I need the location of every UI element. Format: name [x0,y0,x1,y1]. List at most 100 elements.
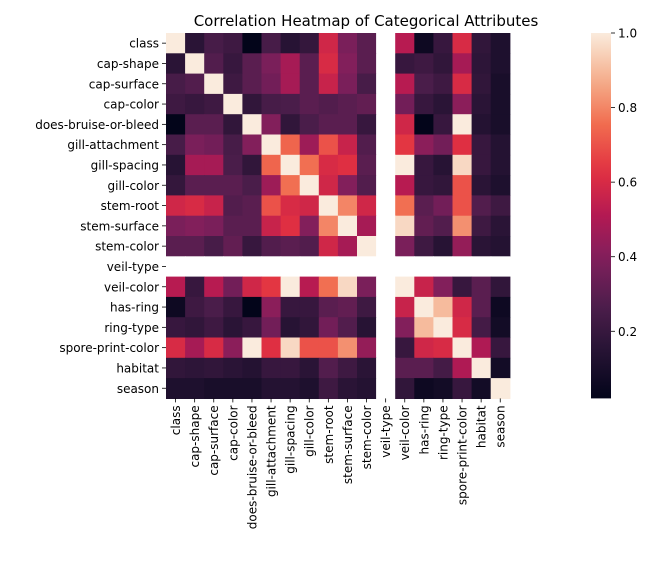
heatmap-cell-3-16 [471,93,492,115]
heatmap-cell-17-1 [185,378,205,399]
heatmap-cell-3-14 [433,93,454,115]
heatmap-cell-8-14 [433,195,454,217]
heatmap-cell-14-0 [166,317,186,339]
heatmap-cell-13-12 [395,296,415,318]
heatmap-cell-5-15 [452,134,473,156]
x-tick-label: veil-color [398,405,412,460]
heatmap-cell-15-13 [414,337,434,359]
heatmap-cell-13-2 [204,296,224,318]
heatmap-cell-15-8 [318,337,339,359]
heatmap-cell-2-7 [299,73,320,95]
colorbar-tick-label: 0.2 [618,325,637,339]
y-tick-label: gill-color [108,179,160,193]
heatmap-cell-12-11 [376,276,396,298]
heatmap-cell-13-14 [433,296,454,318]
heatmap-cell-17-6 [280,378,301,399]
heatmap-cell-2-10 [357,73,377,95]
heatmap-cell-13-7 [299,296,320,318]
heatmap-cell-4-12 [395,114,415,136]
heatmap-cell-1-1 [185,53,205,75]
heatmap-cell-14-9 [337,317,358,339]
heatmap-cell-15-3 [223,337,243,359]
heatmap-cell-15-1 [185,337,205,359]
y-tick-label: cap-shape [97,57,159,71]
y-tick-labels: class cap-shape cap-surface cap-color does-b… [35,37,166,396]
colorbar-tick-label: 0.4 [618,250,637,264]
heatmap-cell-9-3 [223,215,243,237]
heatmap-cell-17-14 [433,378,454,399]
heatmap-cell-9-7 [299,215,320,237]
heatmap-cell-13-4 [242,296,263,318]
heatmap-cell-15-7 [299,337,320,359]
heatmap-cell-16-9 [337,357,358,379]
heatmap-cell-9-11 [376,215,396,237]
heatmap-cell-1-12 [395,53,415,75]
heatmap-cell-5-7 [299,134,320,156]
heatmap-cell-11-9 [337,256,358,278]
x-tick-label: cap-color [226,405,240,461]
heatmap-cell-6-17 [490,154,511,176]
heatmap-cell-4-9 [337,114,358,136]
heatmap-cell-12-14 [433,276,454,298]
heatmap-cell-16-4 [242,357,263,379]
heatmap-cell-3-1 [185,93,205,115]
heatmap-cell-5-5 [261,134,282,156]
y-tick-label: habitat [116,361,159,375]
heatmap-cell-1-7 [299,53,320,75]
heatmap-cell-14-8 [318,317,339,339]
heatmap-cell-6-10 [357,154,377,176]
heatmap-cell-6-7 [299,154,320,176]
heatmap-cell-5-11 [376,134,396,156]
x-tick-label: habitat [475,405,489,448]
heatmap-cell-3-4 [242,93,263,115]
heatmap-cell-17-13 [414,378,434,399]
heatmap-cell-9-6 [280,215,301,237]
colorbar: 0.2 0.4 0.6 0.8 1.0 [591,27,637,399]
y-tick-label: season [117,382,159,396]
heatmap-cell-17-4 [242,378,263,399]
colorbar-tick-label: 1.0 [618,27,637,41]
heatmap-cell-8-17 [490,195,511,217]
heatmap-cell-4-7 [299,114,320,136]
x-tick-label: class [169,405,183,435]
heatmap-cell-9-8 [318,215,339,237]
heatmap-cell-8-8 [318,195,339,217]
heatmap-cell-14-15 [452,317,473,339]
heatmap-cell-7-13 [414,175,434,196]
heatmap-cell-6-5 [261,154,282,176]
heatmap-cell-7-2 [204,175,224,196]
heatmap-cell-9-2 [204,215,224,237]
heatmap-cell-1-17 [490,53,511,75]
heatmap-cell-3-0 [166,93,186,115]
y-tick-label: cap-color [104,98,160,112]
heatmap-cell-15-10 [357,337,377,359]
heatmap-cell-15-6 [280,337,301,359]
heatmap-cell-12-17 [490,276,511,298]
heatmap-cell-4-16 [471,114,492,136]
heatmap-cell-8-5 [261,195,282,217]
heatmap-cell-17-3 [223,378,243,399]
heatmap-cell-17-7 [299,378,320,399]
y-tick-label: gill-spacing [91,158,159,172]
heatmap-cell-17-9 [337,378,358,399]
heatmap-cell-14-13 [414,317,434,339]
heatmap-cell-11-3 [223,256,243,278]
heatmap-cell-16-2 [204,357,224,379]
heatmap-cell-5-3 [223,134,243,156]
heatmap-cell-3-10 [357,93,377,115]
heatmap-cell-4-3 [223,114,243,136]
heatmap-cell-9-17 [490,215,511,237]
heatmap-cell-13-15 [452,296,473,318]
heatmap-cell-1-14 [433,53,454,75]
heatmap-cell-4-4 [242,114,263,136]
heatmap-cell-0-15 [452,33,473,54]
heatmap-cell-13-13 [414,296,434,318]
heatmap-cell-12-13 [414,276,434,298]
heatmap-cell-0-17 [490,33,511,54]
heatmap-cell-5-0 [166,134,186,156]
heatmap-cell-0-0 [166,33,186,54]
heatmap-cell-16-17 [490,357,511,379]
heatmap-cell-2-4 [242,73,263,95]
heatmap-cell-13-17 [490,296,511,318]
